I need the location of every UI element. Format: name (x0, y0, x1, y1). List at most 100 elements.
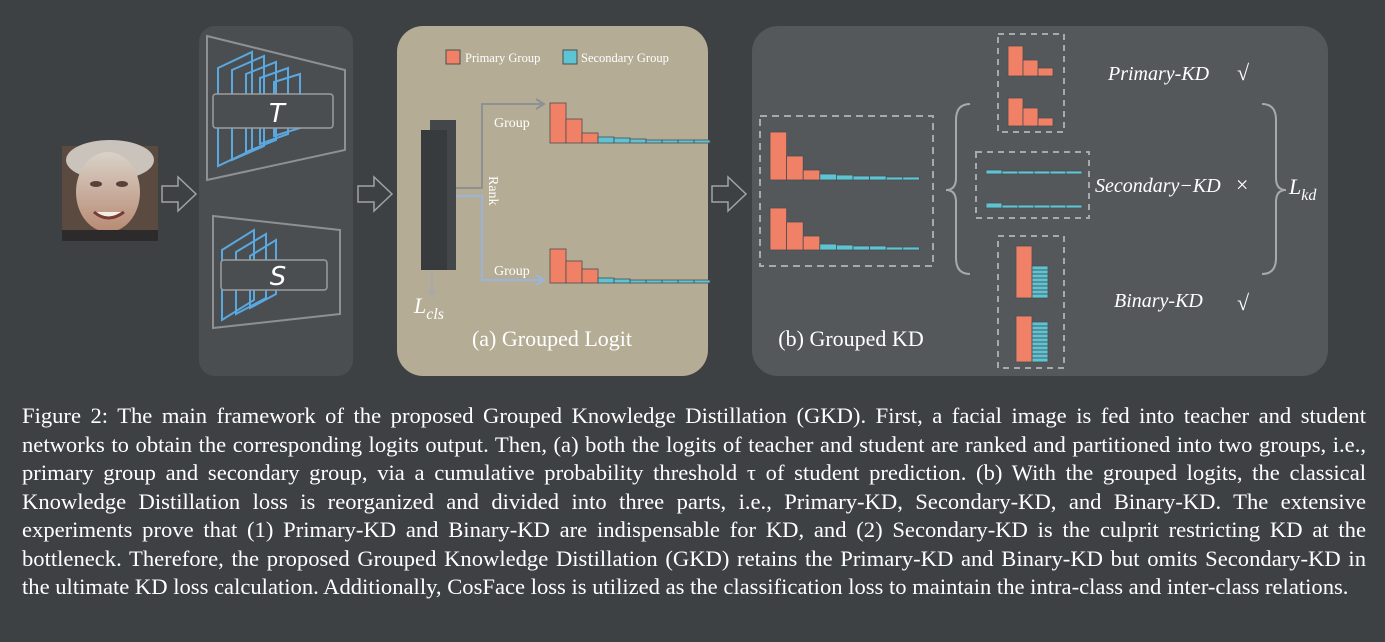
hist-a2-bar (597, 277, 615, 284)
secondary-kd-label: Secondary−KD (1095, 175, 1221, 197)
binary-kd-hist-2 (1015, 315, 1049, 363)
panel-a-grouped-logit (397, 26, 708, 376)
hist-a1-bar (613, 137, 631, 144)
hist-sk1-bar (1033, 170, 1051, 175)
hist-bk1-bar (1015, 245, 1033, 299)
primary-kd-label: Primary-KD (1107, 63, 1210, 85)
histogram-student-grouped (549, 248, 711, 284)
hist-sk2-bar (985, 202, 1003, 209)
hist-sk2-bar (1049, 204, 1067, 209)
binary-kd-hist-1 (1015, 245, 1049, 299)
binary-kd-check: √ (1237, 290, 1250, 315)
hist-a2-bar (629, 279, 647, 284)
brace-right (1261, 103, 1287, 275)
legend-primary-label: Primary Group (465, 51, 540, 65)
hist-b1-bar (852, 175, 871, 181)
hist-bk1-bar (1031, 269, 1049, 275)
secondary-kd-hist-2 (985, 202, 1083, 209)
hist-a2-bar (693, 279, 711, 284)
hist-bk1-bar (1031, 293, 1049, 299)
hist-sk1-bar (1017, 170, 1035, 175)
hist-b2-bar (902, 246, 920, 251)
hist-sk2-bar (1001, 204, 1019, 209)
flow-arrow-1 (161, 175, 198, 213)
hist-a1-bar (677, 139, 695, 144)
framework-figure: T S Primary Group Secondary Group Lcls G… (62, 26, 1328, 376)
hist-b1-bar (819, 173, 837, 181)
hist-b2-bar (885, 246, 904, 251)
hist-a1-bar (597, 136, 615, 144)
primary-kd-box (997, 33, 1065, 133)
panel-b-grouped-kd (752, 26, 1328, 376)
figure-caption: Figure 2: The main framework of the prop… (22, 403, 1366, 599)
hist-a2-bar (565, 260, 583, 284)
hist-a2-bar (613, 278, 631, 284)
hist-b2-bar (869, 245, 887, 251)
hist-sk1-bar (985, 169, 1003, 175)
brace-left (945, 103, 971, 275)
binary-kd-box (997, 235, 1065, 369)
hist-bk1-bar (1031, 273, 1049, 279)
primary-kd-hist-2 (1007, 97, 1054, 127)
hist-pk2-bar (1037, 117, 1054, 127)
hist-pk1-bar (1037, 67, 1054, 77)
teacher-label: T (269, 99, 287, 129)
hist-bk2-bar (1031, 349, 1049, 355)
flow-arrow-2 (357, 175, 394, 213)
hist-bk2-bar (1031, 345, 1049, 351)
hist-pk2-bar (1007, 97, 1024, 127)
hist-bk2-bar (1031, 337, 1049, 343)
panel-a-title: (a) Grouped Logit (472, 326, 632, 351)
hist-bk2-bar (1031, 329, 1049, 335)
hist-bk1-bar (1031, 285, 1049, 291)
hist-b1-bar (769, 131, 788, 181)
hist-bk2-bar (1031, 325, 1049, 331)
hist-bk2-bar (1031, 333, 1049, 339)
hist-a1-bar (629, 138, 647, 144)
hist-a1-bar (565, 118, 583, 144)
legend-primary-swatch (445, 49, 461, 65)
primary-kd-check: √ (1237, 60, 1250, 85)
hist-bk1-bar (1031, 289, 1049, 295)
hist-a2-bar (549, 248, 567, 284)
hist-sk1-bar (1065, 170, 1083, 175)
hist-a2-bar (677, 279, 695, 284)
lcls-label: Lcls (413, 293, 444, 323)
hist-b1-bar (902, 176, 920, 181)
primary-kd-hist-1 (1007, 45, 1054, 77)
face-image (62, 140, 158, 241)
hist-b1-bar (786, 155, 804, 181)
hist-bk1-bar (1031, 277, 1049, 283)
hist-bk1-bar (1031, 265, 1049, 271)
hist-b2-bar (786, 221, 804, 251)
rank-label: Rank (485, 176, 500, 206)
hist-sk2-bar (1065, 204, 1083, 209)
legend: Primary Group Secondary Group (445, 49, 669, 65)
student-label: S (270, 262, 287, 292)
hist-bk2-bar (1031, 353, 1049, 359)
lcls-arrow (427, 270, 437, 300)
panel-b-title: (b) Grouped KD (778, 326, 923, 351)
hist-b2-bar (852, 245, 871, 251)
hist-bk2-bar (1031, 321, 1049, 327)
hist-a1-bar (693, 139, 711, 144)
hist-sk2-bar (1033, 204, 1051, 209)
hist-a2-bar (581, 268, 599, 284)
hist-a1-bar (645, 139, 663, 144)
group-arrows (456, 98, 546, 286)
hist-b2-bar (769, 207, 788, 251)
hist-sk1-bar (1001, 170, 1019, 175)
hist-sk1-bar (1049, 170, 1067, 175)
hist-a1-bar (661, 139, 679, 144)
hist-bk2-bar (1031, 357, 1049, 363)
hist-b1-bar (869, 175, 887, 181)
hist-bk1-bar (1031, 281, 1049, 287)
hist-a2-bar (661, 279, 679, 284)
binary-kd-label: Binary-KD (1114, 290, 1203, 312)
histogram-teacher-grouped (549, 102, 711, 144)
legend-secondary-label: Secondary Group (581, 51, 669, 65)
lkd-label: Lkd (1288, 174, 1317, 204)
secondary-kd-cross: × (1236, 172, 1248, 197)
hist-b1-bar (836, 174, 854, 181)
hist-b1-bar (802, 169, 821, 181)
